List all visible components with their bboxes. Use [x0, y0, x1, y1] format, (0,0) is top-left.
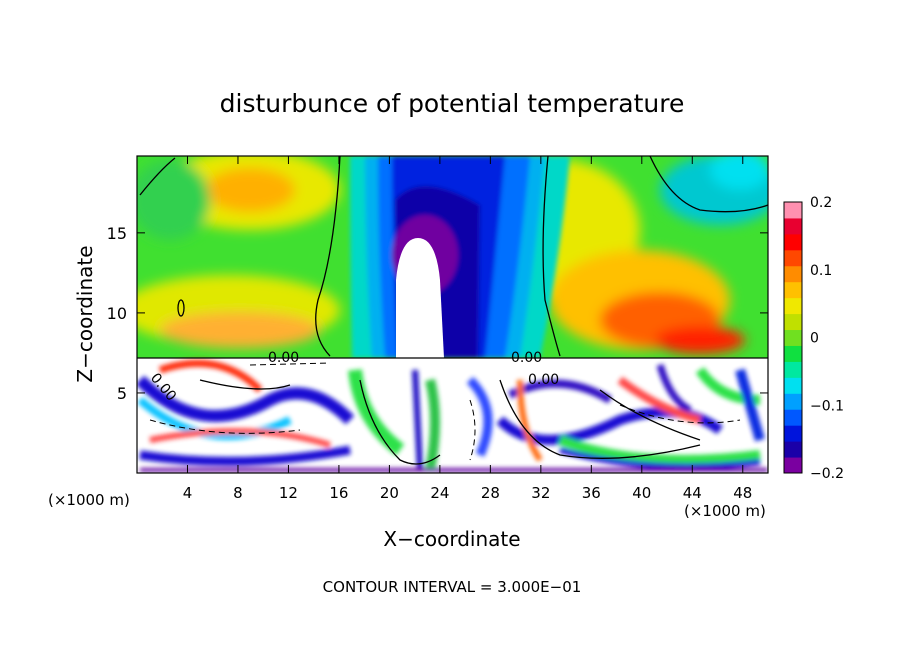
- colorbar-swatch: [784, 249, 802, 267]
- x-tick-label: 20: [380, 484, 399, 502]
- y-axis-ticks: 5 10 15: [107, 224, 768, 403]
- colorbar-swatch: [784, 393, 802, 410]
- colorbar-swatch: [784, 217, 802, 235]
- colorbar-swatch: [784, 297, 802, 315]
- contour-label-group: 0.00 0.00 0.00 0.00: [147, 350, 559, 404]
- x-tick-label: 16: [329, 484, 348, 502]
- contour-lines: [137, 156, 768, 465]
- colorbar-swatch: [784, 345, 802, 362]
- y-tick-label: 15: [107, 224, 127, 243]
- x-tick-label: 4: [183, 484, 193, 502]
- plot-frame: [136, 155, 769, 474]
- colorbar-swatch: [784, 265, 802, 283]
- contour-interval-note: CONTOUR INTERVAL = 3.000E−01: [323, 578, 582, 596]
- y-tick-label: 5: [117, 384, 127, 403]
- x-tick-label: 36: [582, 484, 601, 502]
- chart-title: disturbunce of potential temperature: [220, 89, 685, 118]
- x-tick-label: 12: [279, 484, 298, 502]
- colorbar-tick-label: 0.2: [810, 195, 832, 211]
- x-axis-unit-left: (×1000 m): [48, 491, 130, 509]
- colorbar-swatch: [784, 409, 802, 426]
- contour-label: 0.00: [528, 372, 559, 388]
- contour-label: 0.00: [511, 350, 542, 366]
- colorbar-tick-label: −0.2: [810, 466, 844, 482]
- x-tick-label: 24: [430, 484, 449, 502]
- colorbar-tick-label: −0.1: [810, 398, 844, 414]
- colorbar-swatch: [784, 233, 802, 251]
- colorbar-swatch: [784, 281, 802, 299]
- x-axis-unit-right: (×1000 m): [684, 502, 766, 520]
- colorbar-tick-label: 0: [810, 331, 819, 347]
- x-tick-label: 48: [733, 484, 752, 502]
- heatmap-white-core: [396, 238, 444, 358]
- x-axis-label: X−coordinate: [383, 527, 520, 551]
- colorbar-frame: [783, 201, 803, 474]
- x-axis-ticks: 4 8 12 16 20 24 28 32 36 40 44 48: [183, 156, 752, 502]
- colorbar-swatch: [784, 377, 802, 394]
- colorbar-swatch: [784, 441, 802, 458]
- colorbar-swatch: [784, 361, 802, 378]
- colorbar-swatch: [784, 329, 802, 346]
- y-axis-label: Z−coordinate: [73, 245, 97, 382]
- contour-label: 0.00: [268, 350, 299, 366]
- y-tick-label: 10: [107, 304, 127, 323]
- x-tick-label: 40: [632, 484, 651, 502]
- colorbar-swatch: [784, 202, 802, 219]
- x-tick-label: 8: [233, 484, 243, 502]
- colorbar: 0.2 0.1 0 −0.1 −0.2: [783, 195, 844, 482]
- colorbar-tick-label: 0.1: [810, 263, 832, 279]
- x-tick-label: 32: [531, 484, 550, 502]
- heatmap-field: [137, 156, 768, 473]
- colorbar-swatch: [784, 425, 802, 442]
- colorbar-swatch: [784, 457, 802, 474]
- colorbar-swatch: [784, 313, 802, 331]
- x-tick-label: 28: [481, 484, 500, 502]
- x-tick-label: 44: [683, 484, 702, 502]
